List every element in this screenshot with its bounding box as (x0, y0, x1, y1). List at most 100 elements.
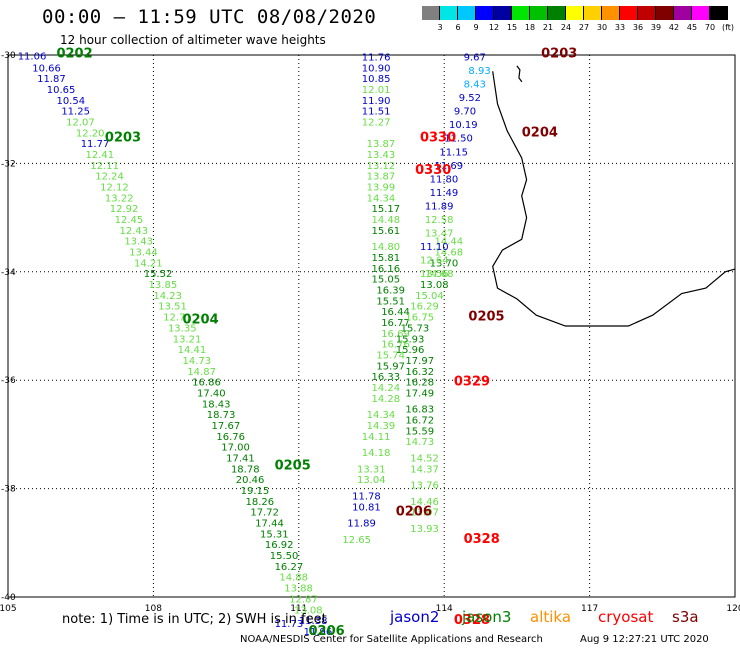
wave-height-label: 10.19 (449, 120, 478, 131)
wave-height-label: 11.80 (430, 174, 459, 185)
y-tick-label: -38 (1, 485, 16, 495)
wave-height-label: 11.89 (347, 519, 376, 530)
wave-height-label: 13.43 (367, 150, 396, 161)
credit-timestamp: Aug 9 12:27:21 UTC 2020 (580, 634, 709, 645)
wave-height-label: 14.34 (367, 410, 396, 421)
wave-height-label: 14.41 (178, 345, 207, 356)
wave-height-label: 12.27 (362, 117, 391, 128)
wave-height-label: 14.23 (153, 291, 182, 302)
map-title: 00:00 – 11:59 UTC 08/08/2020 (42, 6, 377, 28)
x-tick-label: 108 (145, 604, 162, 614)
wave-height-label: 12.58 (425, 215, 454, 226)
wave-height-label: 12.71 (163, 313, 192, 324)
satellite-altika: altika (530, 608, 572, 626)
satellite-cryosat: cryosat (598, 608, 654, 626)
pass-time-label: 0203 (541, 47, 577, 62)
pass-time-label: 0329 (454, 375, 490, 390)
pass-time-label: 0205 (468, 310, 504, 325)
wave-height-label: 13.08 (294, 605, 323, 616)
wave-height-label: 13.04 (357, 475, 386, 486)
wave-height-label: 15.61 (372, 226, 401, 237)
wave-height-label: 11.96 (304, 627, 333, 638)
map-subtitle: 12 hour collection of altimeter wave hei… (60, 33, 326, 47)
wave-height-label: 16.72 (405, 416, 434, 427)
wave-height-label: 15.97 (376, 361, 405, 372)
legend-label: 42 (668, 23, 680, 32)
credit-text: NOAA/NESDIS Center for Satellite Applica… (240, 634, 543, 645)
wave-height-label: 14.68 (435, 248, 464, 259)
wave-height-label: 15.74 (376, 351, 405, 362)
legend-swatch (566, 6, 584, 20)
legend-label: 36 (632, 23, 644, 32)
legend-label: 3 (437, 23, 443, 32)
wave-height-label: 12.24 (95, 172, 124, 183)
wave-height-label: 12.11 (90, 161, 119, 172)
wave-height-label: 12.12 (100, 183, 129, 194)
legend-label: 24 (560, 23, 572, 32)
wave-height-label: 15.81 (372, 253, 401, 264)
wave-height-label: 11.73 (275, 619, 304, 630)
x-tick-label: 105 (0, 604, 17, 614)
wave-height-label: 13.99 (367, 183, 396, 194)
wave-height-label: 16.69 (381, 329, 410, 340)
legend-label: 21 (542, 23, 554, 32)
wave-height-label: 16.28 (405, 378, 434, 389)
wave-height-label: 12.20 (76, 128, 105, 139)
wave-height-label: 15.31 (260, 529, 289, 540)
wave-height-label: 18.73 (207, 410, 236, 421)
pass-time-label: 0202 (56, 47, 92, 62)
legend-swatch (440, 6, 458, 20)
wave-height-label: 11.76 (362, 52, 391, 63)
color-legend (422, 6, 728, 20)
wave-height-label: 13.44 (129, 248, 158, 259)
wave-height-label: 10.54 (56, 96, 85, 107)
wave-height-label: 13.07 (410, 508, 439, 519)
pass-time-label: 0328 (464, 532, 500, 547)
legend-label: (ft) (721, 23, 735, 32)
wave-height-label: 17.49 (405, 388, 434, 399)
legend-swatch (548, 6, 566, 20)
wave-height-label: 16.83 (405, 405, 434, 416)
legend-label: 9 (473, 23, 479, 32)
wave-height-label: 15.96 (396, 345, 425, 356)
wave-height-label: 15.04 (415, 291, 444, 302)
legend-swatch (638, 6, 656, 20)
wave-height-label: 11.49 (430, 188, 459, 199)
wave-height-label: 14.80 (372, 242, 401, 253)
wave-height-label: 13.43 (124, 237, 153, 248)
wave-height-label: 13.22 (105, 193, 134, 204)
wave-height-label: 14.37 (410, 464, 439, 475)
wave-height-label: 12.01 (362, 85, 391, 96)
legend-label: 6 (455, 23, 461, 32)
wave-height-label: 13.12 (367, 161, 396, 172)
wave-height-label: 13.88 (284, 584, 313, 595)
wave-height-label: 11.89 (425, 201, 454, 212)
map-frame (7, 54, 736, 598)
wave-height-label: 10.81 (352, 502, 381, 513)
legend-label: 27 (578, 23, 590, 32)
satellite-s3a: s3a (672, 608, 699, 626)
legend-label: 45 (686, 23, 698, 32)
wave-height-label: 10.90 (362, 63, 391, 74)
pass-time-label: 0328 (454, 613, 490, 628)
legend-label: 12 (488, 23, 500, 32)
wave-height-label: 15.93 (396, 334, 425, 345)
x-tick-label: 120 (726, 604, 740, 614)
y-tick-label: -40 (1, 593, 16, 603)
wave-height-label: 10.66 (32, 63, 61, 74)
wave-height-label: 11.50 (444, 134, 473, 145)
legend-label: 70 (704, 23, 716, 32)
pass-time-label: 0330 (420, 131, 456, 146)
wave-height-label: 13.35 (168, 323, 197, 334)
wave-height-label: 14.46 (410, 497, 439, 508)
wave-height-label: 10.85 (362, 74, 391, 85)
wave-height-label: 20.46 (236, 475, 265, 486)
legend-swatch (530, 6, 548, 20)
pass-time-label: 0203 (105, 131, 141, 146)
wave-height-label: 13.56 (420, 269, 449, 280)
wave-height-label: 12.41 (86, 150, 115, 161)
wave-height-label: 11.10 (420, 242, 449, 253)
wave-height-label: 16.92 (265, 540, 294, 551)
wave-height-label: 11.87 (37, 74, 66, 85)
legend-swatch (692, 6, 710, 20)
